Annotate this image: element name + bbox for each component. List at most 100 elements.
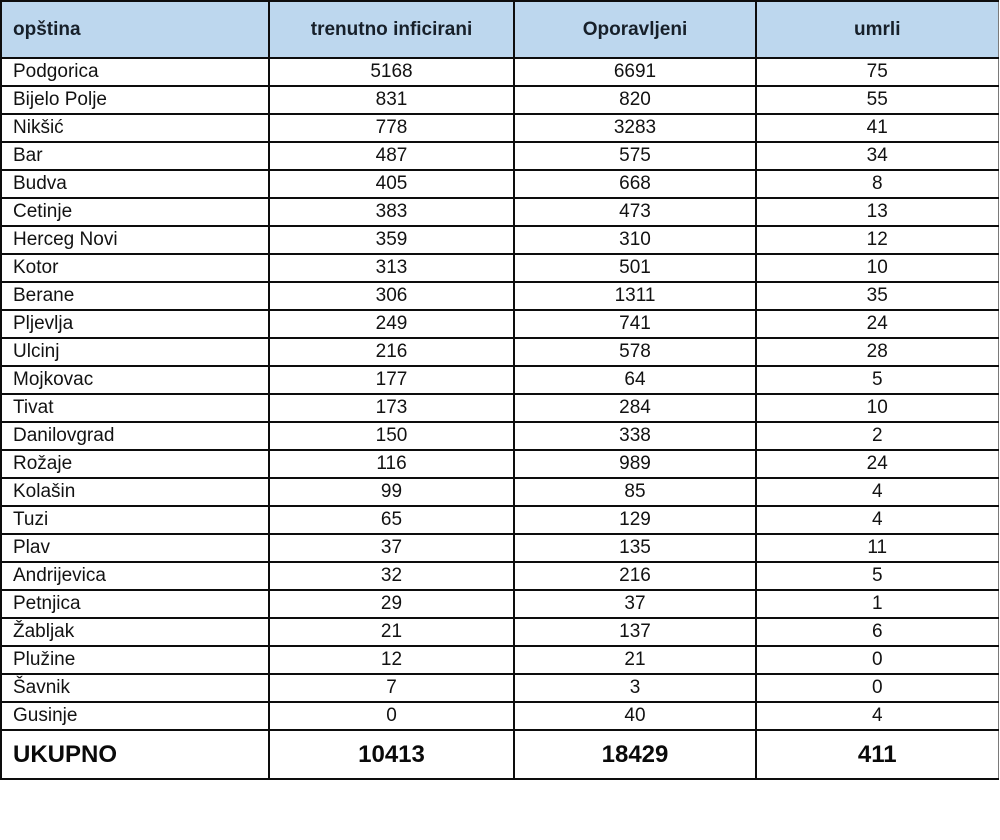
recovered-cell: 741 [513, 309, 757, 339]
table-row: Plav 37 135 11 [0, 533, 999, 563]
table-row: Šavnik 7 3 0 [0, 673, 999, 703]
deceased-cell: 34 [755, 141, 999, 171]
currently-infected-cell: 21 [268, 617, 515, 647]
table-row: Podgorica 5168 6691 75 [0, 57, 999, 87]
deceased-cell: 4 [755, 505, 999, 535]
deceased-cell: 41 [755, 113, 999, 143]
municipality-cell: Andrijevica [0, 561, 270, 591]
table-row: Kotor 313 501 10 [0, 253, 999, 283]
table-header: opština trenutno inficirani Oporavljeni … [0, 0, 999, 59]
currently-infected-cell: 306 [268, 281, 515, 311]
currently-infected-cell: 778 [268, 113, 515, 143]
municipality-cell: Žabljak [0, 617, 270, 647]
recovered-cell: 1311 [513, 281, 757, 311]
recovered-cell: 37 [513, 589, 757, 619]
table-row: Rožaje 116 989 24 [0, 449, 999, 479]
currently-infected-cell: 177 [268, 365, 515, 395]
table-body: Podgorica 5168 6691 75 Bijelo Polje 831 820 55 N… [0, 57, 999, 731]
municipality-cell: Gusinje [0, 701, 270, 731]
municipality-cell: Kolašin [0, 477, 270, 507]
column-header-municipality: opština [0, 0, 270, 59]
table-row: Žabljak 21 137 6 [0, 617, 999, 647]
deceased-cell: 5 [755, 561, 999, 591]
column-header-deceased: umrli [755, 0, 999, 59]
deceased-cell: 10 [755, 393, 999, 423]
municipality-cell: Rožaje [0, 449, 270, 479]
total-deceased: 411 [755, 729, 999, 780]
deceased-cell: 2 [755, 421, 999, 451]
municipality-cell: Mojkovac [0, 365, 270, 395]
total-currently-infected: 10413 [268, 729, 515, 780]
deceased-cell: 0 [755, 645, 999, 675]
table-footer: UKUPNO 10413 18429 411 [0, 729, 999, 780]
currently-infected-cell: 7 [268, 673, 515, 703]
covid-municipality-table: opština trenutno inficirani Oporavljeni … [0, 0, 999, 780]
deceased-cell: 11 [755, 533, 999, 563]
table-row: Bijelo Polje 831 820 55 [0, 85, 999, 115]
currently-infected-cell: 831 [268, 85, 515, 115]
currently-infected-cell: 405 [268, 169, 515, 199]
municipality-cell: Bar [0, 141, 270, 171]
recovered-cell: 135 [513, 533, 757, 563]
municipality-cell: Plužine [0, 645, 270, 675]
recovered-cell: 668 [513, 169, 757, 199]
deceased-cell: 0 [755, 673, 999, 703]
currently-infected-cell: 65 [268, 505, 515, 535]
recovered-cell: 3 [513, 673, 757, 703]
currently-infected-cell: 99 [268, 477, 515, 507]
recovered-cell: 129 [513, 505, 757, 535]
currently-infected-cell: 216 [268, 337, 515, 367]
municipality-cell: Petnjica [0, 589, 270, 619]
municipality-cell: Šavnik [0, 673, 270, 703]
currently-infected-cell: 150 [268, 421, 515, 451]
deceased-cell: 35 [755, 281, 999, 311]
deceased-cell: 12 [755, 225, 999, 255]
deceased-cell: 1 [755, 589, 999, 619]
deceased-cell: 6 [755, 617, 999, 647]
table-row: Plužine 12 21 0 [0, 645, 999, 675]
municipality-cell: Tivat [0, 393, 270, 423]
recovered-cell: 137 [513, 617, 757, 647]
municipality-cell: Tuzi [0, 505, 270, 535]
deceased-cell: 8 [755, 169, 999, 199]
municipality-cell: Ulcinj [0, 337, 270, 367]
table-row: Budva 405 668 8 [0, 169, 999, 199]
deceased-cell: 75 [755, 57, 999, 87]
deceased-cell: 24 [755, 309, 999, 339]
currently-infected-cell: 29 [268, 589, 515, 619]
column-header-recovered: Oporavljeni [513, 0, 757, 59]
recovered-cell: 820 [513, 85, 757, 115]
currently-infected-cell: 173 [268, 393, 515, 423]
recovered-cell: 64 [513, 365, 757, 395]
municipality-cell: Kotor [0, 253, 270, 283]
table-row: Kolašin 99 85 4 [0, 477, 999, 507]
deceased-cell: 55 [755, 85, 999, 115]
table-row: Danilovgrad 150 338 2 [0, 421, 999, 451]
table-row: Tuzi 65 129 4 [0, 505, 999, 535]
currently-infected-cell: 32 [268, 561, 515, 591]
recovered-cell: 21 [513, 645, 757, 675]
municipality-cell: Pljevlja [0, 309, 270, 339]
recovered-cell: 575 [513, 141, 757, 171]
municipality-cell: Nikšić [0, 113, 270, 143]
table-row: Andrijevica 32 216 5 [0, 561, 999, 591]
total-row: UKUPNO 10413 18429 411 [0, 729, 999, 780]
municipality-cell: Podgorica [0, 57, 270, 87]
recovered-cell: 3283 [513, 113, 757, 143]
recovered-cell: 501 [513, 253, 757, 283]
table-row: Pljevlja 249 741 24 [0, 309, 999, 339]
currently-infected-cell: 383 [268, 197, 515, 227]
recovered-cell: 989 [513, 449, 757, 479]
currently-infected-cell: 249 [268, 309, 515, 339]
recovered-cell: 310 [513, 225, 757, 255]
currently-infected-cell: 12 [268, 645, 515, 675]
recovered-cell: 85 [513, 477, 757, 507]
deceased-cell: 5 [755, 365, 999, 395]
table-row: Gusinje 0 40 4 [0, 701, 999, 731]
currently-infected-cell: 313 [268, 253, 515, 283]
municipality-cell: Berane [0, 281, 270, 311]
deceased-cell: 4 [755, 477, 999, 507]
recovered-cell: 284 [513, 393, 757, 423]
currently-infected-cell: 116 [268, 449, 515, 479]
recovered-cell: 473 [513, 197, 757, 227]
